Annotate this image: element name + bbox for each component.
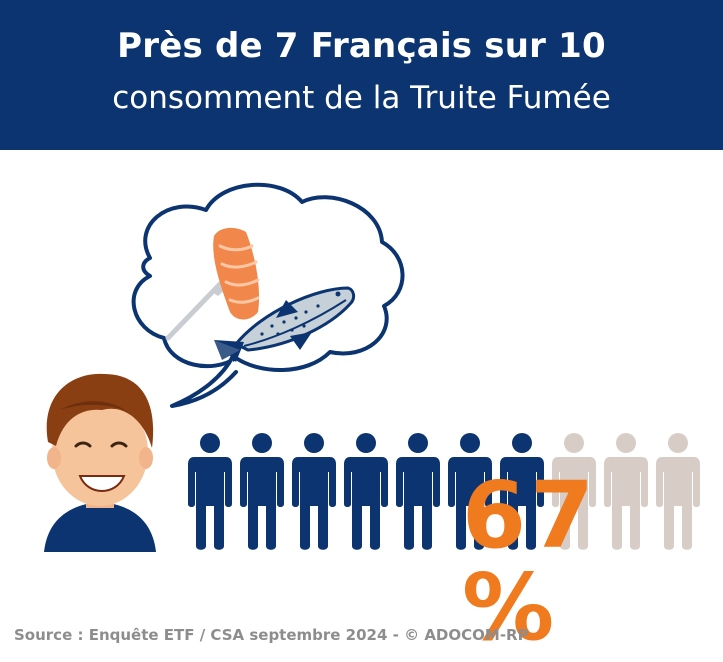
page-subtitle: consomment de la Truite Fumée bbox=[112, 80, 611, 116]
person-icon bbox=[552, 433, 596, 550]
header-banner: Près de 7 Français sur 10 consomment de … bbox=[0, 0, 723, 150]
person-icon bbox=[240, 433, 284, 550]
person-icon bbox=[448, 433, 492, 550]
percent-value: 67 % bbox=[462, 462, 599, 661]
person-icon bbox=[656, 433, 700, 550]
person-icon bbox=[604, 433, 648, 550]
thought-bubble-icon bbox=[131, 182, 405, 408]
person-icon bbox=[188, 433, 232, 550]
trout-fish-icon bbox=[214, 286, 356, 362]
person-icon bbox=[500, 433, 544, 550]
fillet-on-fork-icon bbox=[165, 227, 260, 341]
page-title: Près de 7 Français sur 10 bbox=[117, 26, 606, 66]
source-credit: Source : Enquête ETF / CSA septembre 202… bbox=[14, 626, 529, 644]
person-icon bbox=[292, 433, 336, 550]
people-row bbox=[188, 432, 700, 550]
person-icon bbox=[344, 433, 388, 550]
person-icon bbox=[396, 433, 440, 550]
smiling-woman-icon bbox=[44, 373, 156, 552]
